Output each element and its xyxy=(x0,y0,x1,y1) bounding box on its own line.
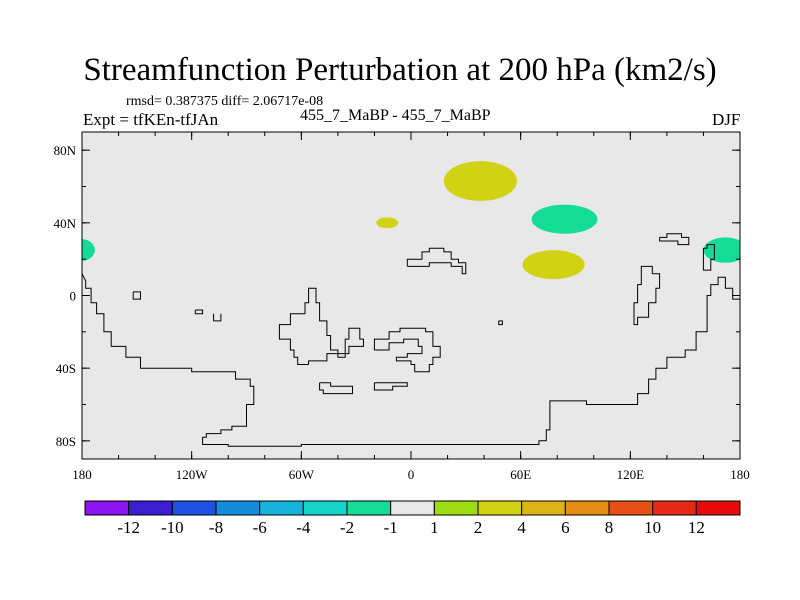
anomaly-north-pacific-east xyxy=(703,237,740,263)
anomaly-north-pacific-west xyxy=(82,239,95,261)
colorbar-swatch xyxy=(215,500,261,516)
colorbar-swatch xyxy=(695,500,741,516)
colorbar-swatch xyxy=(302,500,348,516)
colorbar-label: -1 xyxy=(384,518,398,537)
coastline-layer xyxy=(82,233,740,447)
coastline-6 xyxy=(633,265,661,326)
coastline-3 xyxy=(319,382,353,395)
y-tick-label: 80S xyxy=(56,434,76,449)
colorbar-swatch xyxy=(346,500,392,516)
colorbar-label: 4 xyxy=(517,518,526,537)
axis-ticks: 180 120W 60W 0 60E 120E 180 80N 40N 0 40S 80S xyxy=(54,132,750,482)
coastline-8 xyxy=(702,244,715,271)
plot-title: Streamfunction Perturbation at 200 hPa (… xyxy=(83,52,717,88)
anomaly-south-asia xyxy=(522,250,585,280)
coastline-1 xyxy=(278,287,364,365)
colorbar: -12 -10 -8 -6 -4 -2 -1 1 2 4 6 8 10 12 xyxy=(84,500,741,537)
x-tick-label: 60W xyxy=(289,467,315,482)
coastline-9 xyxy=(194,309,204,315)
colorbar-label: 2 xyxy=(474,518,483,537)
y-tick-label: 0 xyxy=(70,289,77,304)
colorbar-swatch xyxy=(390,500,435,516)
colorbar-label: -8 xyxy=(209,518,223,537)
anomaly-central-asia xyxy=(531,204,598,234)
experiment-label: Expt = tfKEn-tfJAn xyxy=(83,110,219,129)
coastline-4 xyxy=(373,382,408,391)
y-tick-label: 40S xyxy=(56,361,76,376)
colorbar-swatch xyxy=(433,500,479,516)
colorbar-label: -2 xyxy=(340,518,354,537)
map-background xyxy=(82,132,740,459)
colorbar-label: 8 xyxy=(605,518,614,537)
coastline-2 xyxy=(373,327,441,373)
coastline-12 xyxy=(498,320,503,326)
x-tick-label: 180 xyxy=(72,467,92,482)
anomaly-north-atlantic-eurasia xyxy=(443,161,518,202)
anomaly-mediterranean xyxy=(376,217,399,229)
colorbar-swatch xyxy=(128,500,173,516)
colorbar-label: 1 xyxy=(430,518,439,537)
coastline-7 xyxy=(659,233,690,246)
coastline-5 xyxy=(406,247,467,275)
y-tick-label: 40N xyxy=(54,216,77,231)
coastline-11 xyxy=(132,291,141,300)
x-tick-label: 180 xyxy=(730,467,750,482)
colorbar-swatch xyxy=(171,500,217,516)
x-tick-label: 120E xyxy=(617,467,645,482)
x-tick-label: 120W xyxy=(176,467,209,482)
colorbar-swatch xyxy=(84,500,130,516)
colorbar-swatch xyxy=(564,500,610,516)
colorbar-label: -4 xyxy=(296,518,311,537)
colorbar-label: -6 xyxy=(253,518,267,537)
colorbar-swatch xyxy=(477,500,523,516)
anomaly-layer xyxy=(82,161,740,280)
coastline-10 xyxy=(213,313,222,322)
colorbar-swatch xyxy=(521,500,566,516)
colorbar-swatch xyxy=(652,500,697,516)
colorbar-label: -10 xyxy=(161,518,184,537)
colorbar-label: 12 xyxy=(688,518,705,537)
season-label: DJF xyxy=(712,110,741,129)
colorbar-swatch xyxy=(259,500,304,516)
coastline-0 xyxy=(82,273,740,447)
colorbar-swatch xyxy=(608,500,654,516)
colorbar-label: 6 xyxy=(561,518,570,537)
y-tick-label: 80N xyxy=(54,143,77,158)
x-tick-label: 60E xyxy=(510,467,531,482)
colorbar-label: -12 xyxy=(117,518,140,537)
colorbar-label: 10 xyxy=(644,518,661,537)
stats-label: rmsd= 0.387375 diff= 2.06717e-08 xyxy=(126,94,324,109)
x-tick-label: 0 xyxy=(408,467,415,482)
subtitle-label: 455_7_MaBP - 455_7_MaBP xyxy=(300,107,491,124)
